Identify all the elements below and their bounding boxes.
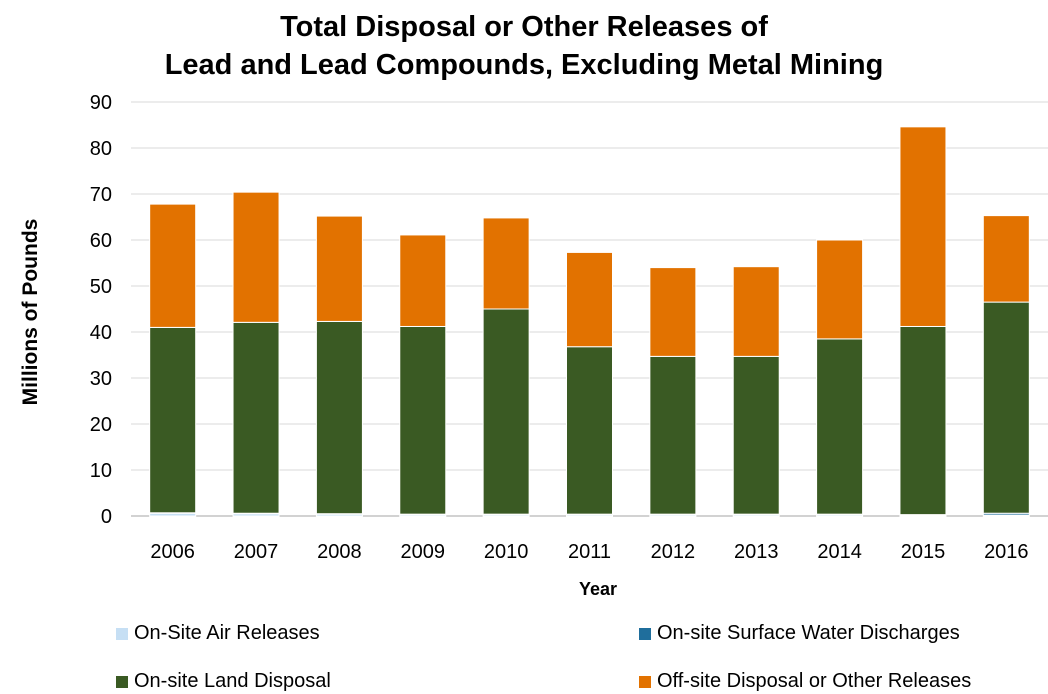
x-tick-label: 2012 xyxy=(651,541,696,563)
y-tick-label: 70 xyxy=(90,184,112,206)
y-tick-label: 50 xyxy=(90,276,112,298)
bar-segment-2010-s2 xyxy=(482,308,530,515)
x-tick-label: 2010 xyxy=(484,541,529,563)
bar-segment-2013-s2 xyxy=(732,355,780,515)
x-tick-label: 2013 xyxy=(734,541,779,563)
bar-segment-2009-s2 xyxy=(399,325,447,515)
legend-swatch-offsite xyxy=(639,675,651,688)
y-tick-label: 60 xyxy=(90,230,112,252)
y-tick-label: 40 xyxy=(90,322,112,344)
bar-segment-2014-s3 xyxy=(816,239,864,340)
x-tick-label: 2009 xyxy=(401,541,446,563)
y-tick-label: 20 xyxy=(90,414,112,436)
chart-plot: 0 10 20 30 40 50 60 70 80 90 2006 2007 2008 2009 2010 2… xyxy=(90,92,1048,563)
x-tick-label: 2006 xyxy=(150,541,195,563)
x-axis-label: Year xyxy=(578,579,618,599)
bar-segment-2014-s2 xyxy=(816,338,864,515)
bars xyxy=(149,126,1030,517)
bar-segment-2012-s3 xyxy=(649,267,697,357)
bar-segment-2007-s2 xyxy=(232,321,280,514)
x-tick-label: 2015 xyxy=(901,541,946,563)
chart-title: Total Disposal or Other Releases of Lead… xyxy=(0,8,1048,84)
bar-segment-2008-s2 xyxy=(315,320,363,515)
y-tick-label: 30 xyxy=(90,368,112,390)
legend-label-offsite: Off-site Disposal or Other Releases xyxy=(657,670,972,692)
bar-segment-2011-s2 xyxy=(566,346,613,515)
bar-segment-2006-s2 xyxy=(149,326,197,514)
bar-segment-2013-s3 xyxy=(732,266,780,357)
legend-item-air: On-Site Air Releases xyxy=(116,622,320,645)
bar-segment-2009-s3 xyxy=(399,234,447,327)
chart-title-line-1: Total Disposal or Other Releases of xyxy=(280,11,768,43)
x-tick-label: 2008 xyxy=(317,541,362,563)
legend-item-land: On-site Land Disposal xyxy=(116,670,331,693)
legend-label-air: On-Site Air Releases xyxy=(134,622,320,644)
bar-segment-2010-s3 xyxy=(482,217,530,310)
bar-segment-2015-s2 xyxy=(899,325,947,516)
x-tick-label: 2011 xyxy=(568,541,611,563)
legend-swatch-air xyxy=(116,627,128,640)
bar-segment-2011-s3 xyxy=(566,251,613,348)
chart-title-line-2: Lead and Lead Compounds, Excluding Metal… xyxy=(164,49,884,81)
legend-item-water: On-site Surface Water Discharges xyxy=(639,622,960,645)
legend-label-land: On-site Land Disposal xyxy=(134,670,331,692)
bar-segment-2016-s3 xyxy=(982,215,1030,303)
bar-segment-2007-s3 xyxy=(232,191,280,323)
legend-label-water: On-site Surface Water Discharges xyxy=(657,622,960,644)
x-tick-label: 2014 xyxy=(817,541,862,563)
y-tick-label: 0 xyxy=(101,506,112,528)
bar-segment-2012-s2 xyxy=(649,355,697,515)
legend-item-offsite: Off-site Disposal or Other Releases xyxy=(639,670,971,693)
y-tick-label: 80 xyxy=(90,138,112,160)
bar-segment-2015-s3 xyxy=(899,126,947,327)
bar-segment-2016-s2 xyxy=(982,301,1030,514)
y-tick-label: 90 xyxy=(90,92,112,114)
x-tick-label: 2007 xyxy=(234,541,279,563)
legend-swatch-water xyxy=(639,627,651,640)
tick-labels: 0 10 20 30 40 50 60 70 80 90 2006 2007 2008 2009 2010 2… xyxy=(90,92,1029,563)
bar-segment-2008-s3 xyxy=(315,215,363,322)
y-tick-label: 10 xyxy=(90,460,112,482)
bar-segment-2006-s3 xyxy=(149,203,197,328)
legend-swatch-land xyxy=(116,675,128,688)
x-tick-label: 2016 xyxy=(984,541,1029,563)
